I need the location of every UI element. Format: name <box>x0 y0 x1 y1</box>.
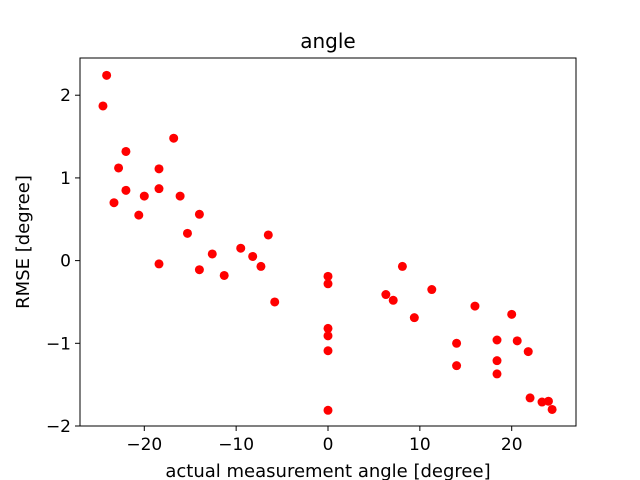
data-point <box>381 290 391 300</box>
data-point <box>470 301 480 311</box>
data-point <box>207 249 217 259</box>
data-point <box>323 271 333 281</box>
data-point <box>154 259 164 269</box>
data-point <box>543 396 553 406</box>
data-point <box>452 338 462 348</box>
data-point <box>114 163 124 173</box>
data-point <box>492 369 502 379</box>
data-point <box>182 228 192 238</box>
data-point <box>263 230 273 240</box>
data-point <box>323 346 333 356</box>
x-axis-ticks: −20 −10 0 10 20 <box>126 426 523 455</box>
y-tick-label: −2 <box>46 417 71 437</box>
data-point <box>169 133 179 143</box>
data-point <box>323 331 333 341</box>
data-point <box>121 146 131 156</box>
data-point <box>134 210 144 220</box>
x-tick-label: 0 <box>323 435 334 455</box>
data-point <box>323 405 333 415</box>
y-tick-label: 2 <box>60 86 71 106</box>
x-tick-label: −20 <box>126 435 162 455</box>
data-point <box>236 243 246 253</box>
x-tick-label: 10 <box>409 435 431 455</box>
data-point <box>492 335 502 345</box>
data-point <box>525 393 535 403</box>
plot-frame <box>79 57 577 427</box>
data-point <box>98 101 108 111</box>
data-point <box>194 209 204 219</box>
data-point <box>248 251 258 261</box>
data-point <box>507 309 517 319</box>
data-point <box>102 70 112 80</box>
data-point <box>270 297 280 307</box>
data-point <box>492 356 502 366</box>
x-axis-label: actual measurement angle [degree] <box>165 461 490 480</box>
y-axis-label: RMSE [degree] <box>13 175 34 309</box>
data-point <box>323 323 333 333</box>
data-points <box>98 70 557 415</box>
x-tick-label: −10 <box>218 435 254 455</box>
y-tick-label: 1 <box>60 169 71 189</box>
data-point <box>154 184 164 194</box>
data-point <box>512 336 522 346</box>
data-point <box>452 361 462 371</box>
data-point <box>219 270 229 280</box>
data-point <box>121 185 131 195</box>
data-point <box>194 265 204 275</box>
y-tick-label: 0 <box>60 252 71 272</box>
data-point <box>256 261 266 271</box>
data-point <box>388 295 398 305</box>
data-point <box>397 261 407 271</box>
data-point <box>409 313 419 323</box>
data-point <box>547 404 557 414</box>
x-tick-label: 20 <box>501 435 523 455</box>
chart-title: angle <box>300 29 356 53</box>
data-point <box>139 191 149 201</box>
data-point <box>323 279 333 289</box>
data-point <box>175 191 185 201</box>
data-point <box>427 285 437 295</box>
y-tick-label: −1 <box>46 334 71 354</box>
data-point <box>154 164 164 174</box>
y-axis-ticks: −2 −1 0 1 2 <box>46 86 80 437</box>
data-point <box>109 198 119 208</box>
data-point <box>523 347 533 357</box>
